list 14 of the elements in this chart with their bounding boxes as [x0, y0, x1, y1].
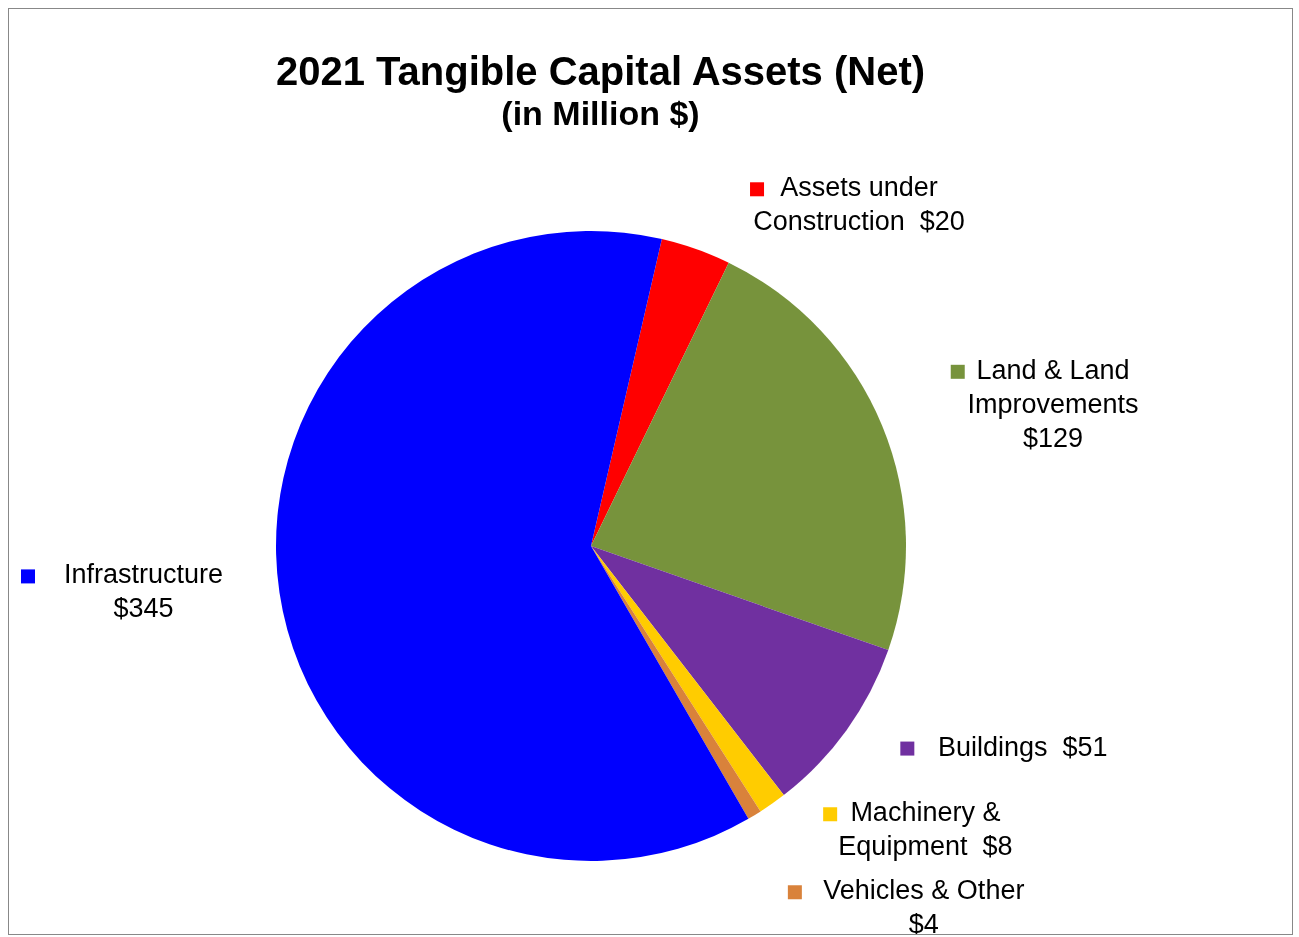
legend-label: Machinery & Equipment $8 — [838, 797, 1013, 862]
pie-slice — [276, 231, 749, 861]
data-label: $129 — [1022, 422, 1084, 453]
pie-slice — [591, 546, 889, 796]
data-label: $345 — [113, 593, 174, 624]
chart-title: 2021 Tangible Capital Assets (Net) — [274, 49, 927, 94]
pie-slice — [591, 239, 729, 546]
pie-slice — [591, 262, 906, 651]
legend-label: Assets under Construction $20 — [753, 172, 965, 237]
chart-subtitle: (in Million $) — [500, 94, 701, 133]
legend-label: Vehicles & Other — [823, 875, 1025, 906]
legend-label: Buildings $51 — [938, 731, 1108, 762]
legend-label: Infrastructure — [63, 559, 224, 590]
legend-label: Land & Land Improvements — [967, 354, 1139, 419]
